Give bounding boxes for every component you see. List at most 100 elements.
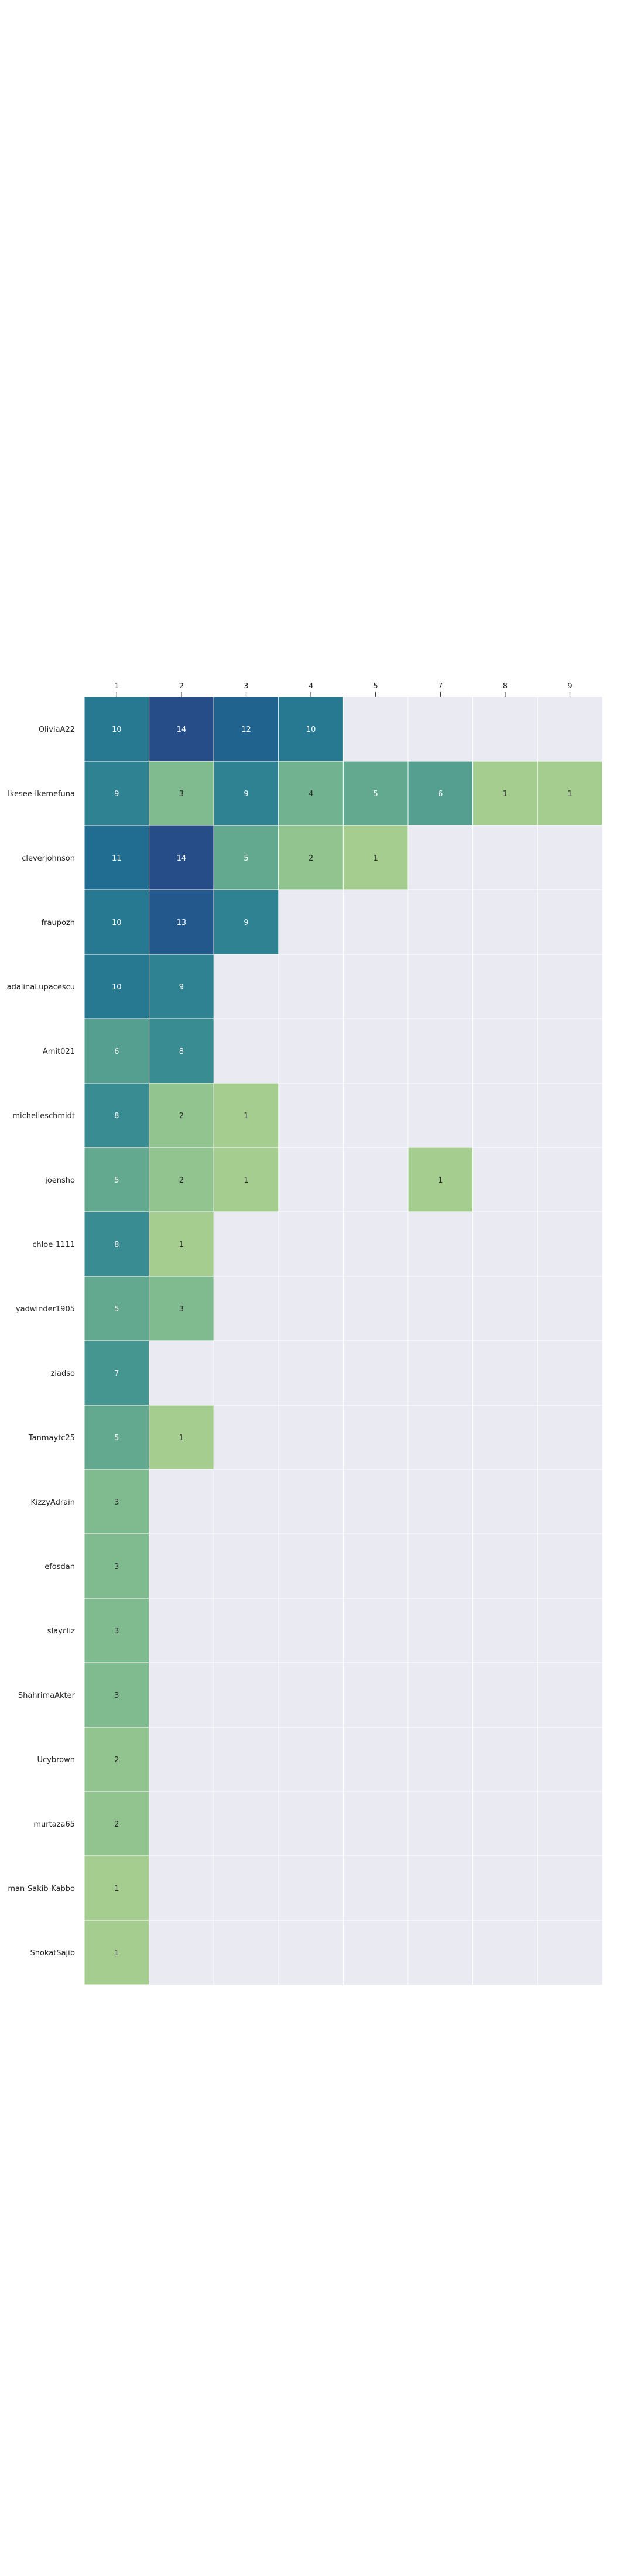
cell-value-label: 14 xyxy=(177,725,187,734)
heatmap-cell xyxy=(472,761,538,826)
heatmap-cell xyxy=(149,1211,214,1277)
heatmap-cell xyxy=(213,1083,279,1148)
cell-value-label: 10 xyxy=(112,983,122,992)
x-tick-label: 3 xyxy=(244,682,248,691)
heatmap-cell xyxy=(149,1018,214,1084)
heatmap-cell xyxy=(149,761,214,826)
heatmap-cell xyxy=(84,1083,150,1148)
y-tick-label: michelleschmidt xyxy=(12,1112,75,1121)
heatmap-cell xyxy=(84,1727,150,1792)
heatmap-cell xyxy=(149,696,214,762)
cell-value-label: 5 xyxy=(114,1434,119,1443)
cell-value-label: 10 xyxy=(112,725,122,734)
heatmap-cell xyxy=(84,1211,150,1277)
cell-value-label: 1 xyxy=(244,1112,248,1121)
y-tick-label: murtaza65 xyxy=(33,1820,75,1829)
cell-value-label: 12 xyxy=(241,725,251,734)
y-tick-label: joensho xyxy=(44,1176,75,1185)
y-tick-label: yadwinder1905 xyxy=(16,1305,75,1314)
cell-value-label: 1 xyxy=(179,1241,184,1249)
y-tick-label: ziadso xyxy=(51,1369,75,1378)
heatmap-cell xyxy=(213,889,279,955)
cell-value-label: 3 xyxy=(179,790,184,799)
cell-value-label: 3 xyxy=(179,1305,184,1314)
y-tick-label: Amit021 xyxy=(43,1047,75,1056)
heatmap-cell xyxy=(149,1147,214,1212)
x-tick-label: 9 xyxy=(567,682,572,691)
cell-value-label: 3 xyxy=(114,1563,119,1571)
heatmap-cell xyxy=(278,761,344,826)
x-tick-label: 2 xyxy=(179,682,184,691)
cell-value-label: 5 xyxy=(244,854,248,863)
x-tick-label: 8 xyxy=(503,682,508,691)
heatmap-cell xyxy=(84,1855,150,1921)
y-tick-label: KizzyAdrain xyxy=(30,1498,75,1507)
y-tick-label: ShokatSajib xyxy=(30,1949,75,1958)
y-tick-label: man-Sakib-Kabbo xyxy=(8,1885,75,1893)
y-tick-label: fraupozh xyxy=(42,919,75,927)
heatmap-cell xyxy=(84,825,150,890)
cell-value-label: 1 xyxy=(114,1885,119,1893)
cell-value-label: 2 xyxy=(309,854,313,863)
heatmap-cell xyxy=(84,1405,150,1470)
y-tick-label: slaycliz xyxy=(47,1627,75,1636)
y-tick-label: chloe-1111 xyxy=(32,1241,75,1249)
cell-value-label: 11 xyxy=(112,854,122,863)
y-tick-label: cleverjohnson xyxy=(22,854,75,863)
cell-value-label: 7 xyxy=(114,1369,119,1378)
cell-value-label: 3 xyxy=(114,1498,119,1507)
heatmap-cell xyxy=(84,1920,150,1985)
heatmap-cell xyxy=(149,1276,214,1341)
cell-value-label: 1 xyxy=(503,790,508,799)
cell-value-label: 5 xyxy=(114,1176,119,1185)
heatmap-cell xyxy=(149,825,214,890)
cell-value-label: 2 xyxy=(179,1176,184,1185)
cell-value-label: 9 xyxy=(244,790,248,799)
heatmap-cell xyxy=(213,825,279,890)
cell-value-label: 9 xyxy=(179,983,184,992)
cell-value-label: 8 xyxy=(179,1047,184,1056)
heatmap-cell xyxy=(149,1405,214,1470)
heatmap-cell xyxy=(213,1147,279,1212)
y-tick-label: OliviaA22 xyxy=(39,725,75,734)
x-tick-label: 1 xyxy=(114,682,119,691)
cell-value-label: 6 xyxy=(114,1047,119,1056)
heatmap-cell xyxy=(278,696,344,762)
heatmap-cell xyxy=(84,696,150,762)
heatmap-cell xyxy=(213,761,279,826)
cell-value-label: 1 xyxy=(567,790,572,799)
cell-value-label: 5 xyxy=(374,790,378,799)
heatmap-cell xyxy=(84,1662,150,1728)
heatmap-cell xyxy=(149,954,214,1019)
heatmap-cell xyxy=(84,1147,150,1212)
cell-value-label: 2 xyxy=(179,1112,184,1121)
cell-value-label: 14 xyxy=(177,854,187,863)
y-tick-label: Ucybrown xyxy=(37,1756,76,1765)
cell-value-label: 9 xyxy=(114,790,119,799)
cell-value-label: 10 xyxy=(112,919,122,927)
heatmap-cell xyxy=(407,1147,474,1212)
heatmap-cell xyxy=(149,889,214,955)
heatmap-cell xyxy=(84,889,150,955)
x-tick-label: 7 xyxy=(438,682,443,691)
cell-value-label: 9 xyxy=(244,919,248,927)
cell-value-label: 8 xyxy=(114,1112,119,1121)
y-tick-label: Ikesee-Ikemefuna xyxy=(8,790,75,799)
heatmap-cell xyxy=(342,761,409,826)
cell-value-label: 1 xyxy=(179,1434,184,1443)
cell-value-label: 2 xyxy=(114,1820,119,1829)
heatmap-cell xyxy=(407,761,474,826)
heatmap-cell xyxy=(278,825,344,890)
x-tick-label: 4 xyxy=(309,682,313,691)
heatmap-cell xyxy=(84,1598,150,1663)
cell-value-label: 3 xyxy=(114,1627,119,1636)
cell-value-label: 5 xyxy=(114,1305,119,1314)
x-tick-label: 5 xyxy=(374,682,378,691)
heatmap-cell xyxy=(537,761,603,826)
cell-value-label: 1 xyxy=(244,1176,248,1185)
heatmap-cell xyxy=(84,1340,150,1406)
cell-value-label: 3 xyxy=(114,1691,119,1700)
cell-value-label: 10 xyxy=(306,725,316,734)
cell-value-label: 1 xyxy=(114,1949,119,1958)
